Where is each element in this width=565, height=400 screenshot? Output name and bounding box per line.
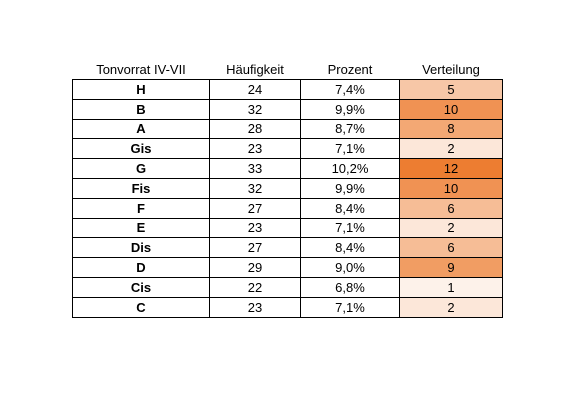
table-cell: 32 [209,177,301,199]
table-cell: 7,4% [300,79,400,100]
column-header: Häufigkeit [226,61,284,77]
table-cell: C [72,296,210,318]
table-cell: 33 [209,158,301,179]
table-row: Gis 23 7,1% 2 [72,138,503,160]
table-cell: 24 [209,79,301,100]
table-row: D 29 9,0% 9 [72,257,503,278]
distribution-cell: 2 [399,217,503,239]
distribution-cell: 10 [399,177,503,199]
table-cell: 23 [209,217,301,239]
table-cell: 7,1% [300,296,400,318]
header-row: Tonvorrat IV-VII Häufigkeit Prozent Verteil… [73,59,503,80]
table-cell: 8,7% [300,118,400,140]
table-cell: F [72,197,210,219]
table-cell: D [72,257,210,278]
table-row: F 27 8,4% 6 [72,197,503,219]
table-cell: 8,4% [300,197,400,219]
table-cell: 7,1% [300,138,400,160]
table-cell: Dis [72,237,210,259]
column-header: Verteilung [422,61,480,77]
distribution-cell: 8 [399,118,503,140]
table-cell: 9,9% [300,177,400,199]
distribution-cell: 2 [399,296,503,318]
distribution-cell: 12 [399,158,503,179]
table-cell: 29 [209,257,301,278]
table-cell: 27 [209,197,301,219]
table-row: E 23 7,1% 2 [72,217,503,239]
table-cell: 23 [209,296,301,318]
table-cell: B [72,98,210,120]
distribution-cell: 2 [399,138,503,160]
table-row: H 24 7,4% 5 [72,79,503,100]
table-cell: Cis [72,276,210,298]
table-cell: H [72,79,210,100]
distribution-cell: 10 [399,98,503,120]
table-cell: Gis [72,138,210,160]
table-row: A 28 8,7% 8 [72,118,503,140]
table-row: Cis 22 6,8% 1 [72,276,503,298]
table-cell: G [72,158,210,179]
table-row: B 32 9,9% 10 [72,98,503,120]
table-cell: Fis [72,177,210,199]
distribution-cell: 5 [399,79,503,100]
table-cell: 6,8% [300,276,400,298]
table-row: G 33 10,2% 12 [72,158,503,179]
table-cell: 8,4% [300,237,400,259]
column-header: Prozent [327,61,373,77]
frequency-table: Tonvorrat IV-VII Häufigkeit Prozent Verteil… [72,59,503,318]
table-cell: 32 [209,98,301,120]
table-body: H 24 7,4% 5 B 32 9,9% 10 A 28 8,7% 8 Gis 23 7,1% 2 G 33 10… [72,79,503,318]
table-cell: 10,2% [300,158,400,179]
distribution-cell: 1 [399,276,503,298]
table-cell: 9,0% [300,257,400,278]
table-row: C 23 7,1% 2 [72,296,503,318]
table-cell: A [72,118,210,140]
table-row: Dis 27 8,4% 6 [72,237,503,259]
table-cell: 9,9% [300,98,400,120]
table-cell: 7,1% [300,217,400,239]
table-cell: 28 [209,118,301,140]
table-row: Fis 32 9,9% 10 [72,177,503,199]
table-cell: 23 [209,138,301,160]
table-cell: E [72,217,210,239]
table-cell: 27 [209,237,301,259]
distribution-cell: 6 [399,237,503,259]
distribution-cell: 9 [399,257,503,278]
table-cell: 22 [209,276,301,298]
distribution-cell: 6 [399,197,503,219]
column-header: Tonvorrat IV-VII [96,61,186,77]
